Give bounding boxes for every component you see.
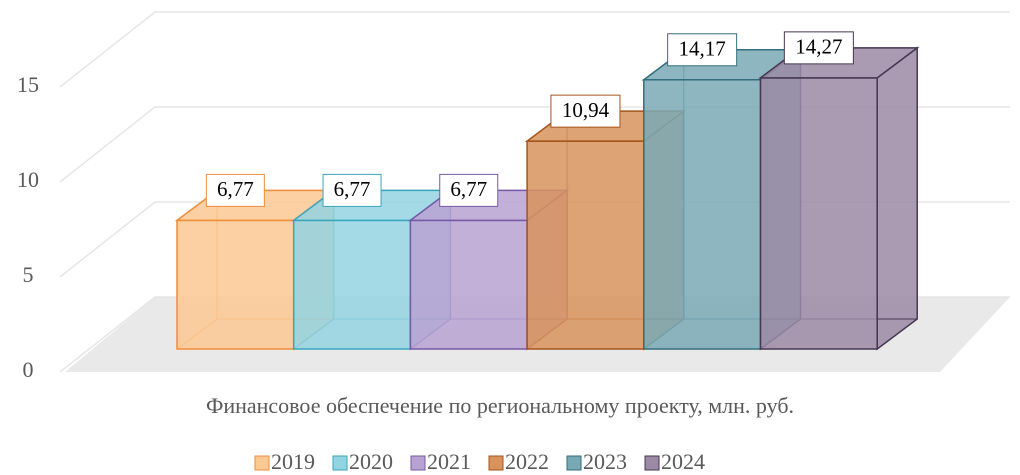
bar-front xyxy=(759,77,878,350)
y-tick-label: 5 xyxy=(23,262,34,287)
y-tick-label: 10 xyxy=(17,167,39,192)
legend-label: 2019 xyxy=(271,449,315,474)
legend-swatch xyxy=(410,455,426,471)
value-label-box xyxy=(322,173,382,207)
legend-label: 2022 xyxy=(505,449,549,474)
legend-label: 2021 xyxy=(427,449,471,474)
legend-swatch xyxy=(254,455,270,471)
bar-front xyxy=(643,79,762,350)
bar-side xyxy=(876,46,918,351)
value-label: 14,17 xyxy=(679,37,726,61)
bar-front xyxy=(409,219,528,350)
value-label-box xyxy=(205,173,265,207)
y-tick-label: 0 xyxy=(23,357,34,382)
value-label-box xyxy=(783,31,854,65)
bar-front xyxy=(292,219,412,350)
legend-label: 2020 xyxy=(349,449,393,474)
legend-label: 2023 xyxy=(583,449,627,474)
bar xyxy=(758,46,920,351)
legend-swatch xyxy=(644,455,660,471)
value-label: 6,77 xyxy=(334,177,371,201)
bar-front xyxy=(176,219,295,350)
legend-swatch xyxy=(332,455,348,471)
legend-swatch xyxy=(566,455,582,471)
value-label: 10,94 xyxy=(562,98,610,122)
value-label-box xyxy=(439,173,499,207)
value-label-box xyxy=(550,94,621,128)
legend-label: 2024 xyxy=(661,449,705,474)
bar-front xyxy=(526,140,645,350)
legend-swatch xyxy=(488,455,504,471)
value-label: 6,77 xyxy=(217,177,254,201)
value-label: 14,27 xyxy=(795,35,842,59)
value-label: 6,77 xyxy=(450,177,487,201)
value-label-box xyxy=(667,33,738,67)
x-axis-label: Финансовое обеспечение по региональному … xyxy=(206,393,794,418)
y-tick-label: 15 xyxy=(17,72,39,97)
grid-line xyxy=(59,11,1010,88)
